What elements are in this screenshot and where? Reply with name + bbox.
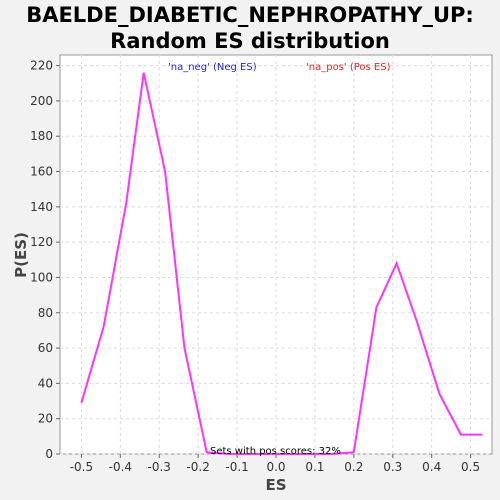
x-tick-label: 0.2 [344, 460, 363, 474]
x-tick-label: -0.3 [148, 460, 171, 474]
y-tick-label: 200 [30, 94, 53, 108]
y-axis-label: P(ES) [12, 232, 30, 278]
chart-title-line2: Random ES distribution [110, 29, 390, 53]
y-tick-label: 140 [30, 200, 53, 214]
x-tick-label: 0.4 [422, 460, 441, 474]
x-tick-label: -0.2 [186, 460, 209, 474]
chart-title: BAELDE_DIABETIC_NEPHROPATHY_UP: Random E… [0, 2, 500, 54]
x-tick-label: 0.1 [305, 460, 324, 474]
x-tick-label: 0.5 [461, 460, 480, 474]
x-axis-label: ES [265, 476, 286, 494]
y-tick-label: 100 [30, 270, 53, 284]
y-tick-label: 60 [38, 341, 53, 355]
y-tick-label: 80 [38, 306, 53, 320]
series-line [80, 72, 483, 455]
x-tick-label: -0.4 [109, 460, 132, 474]
legend-neg: 'na_neg' (Neg ES) [168, 62, 257, 73]
x-tick-label: -0.5 [70, 460, 93, 474]
axes: -0.5 -0.4 -0.3 -0.2 -0.1 0.0 0.1 0.2 0.3 0.4 0.5 0 2… [30, 59, 480, 474]
x-tick-label: 0.0 [266, 460, 285, 474]
x-tick-label: 0.3 [383, 460, 402, 474]
y-tick-label: 40 [38, 376, 53, 390]
x-tick-label: -0.1 [225, 460, 248, 474]
grid [60, 55, 492, 455]
y-tick-label: 20 [38, 412, 53, 426]
y-tick-label: 180 [30, 129, 53, 143]
legend-pos: 'na_pos' (Pos ES) [306, 62, 391, 73]
y-tick-label: 220 [30, 59, 53, 73]
chart-title-line1: BAELDE_DIABETIC_NEPHROPATHY_UP: [26, 3, 474, 27]
y-tick-label: 120 [30, 235, 53, 249]
y-tick-label: 160 [30, 165, 53, 179]
y-tick-label: 0 [45, 447, 53, 461]
pos-scores-annotation: Sets with pos scores: 32% [210, 446, 341, 457]
